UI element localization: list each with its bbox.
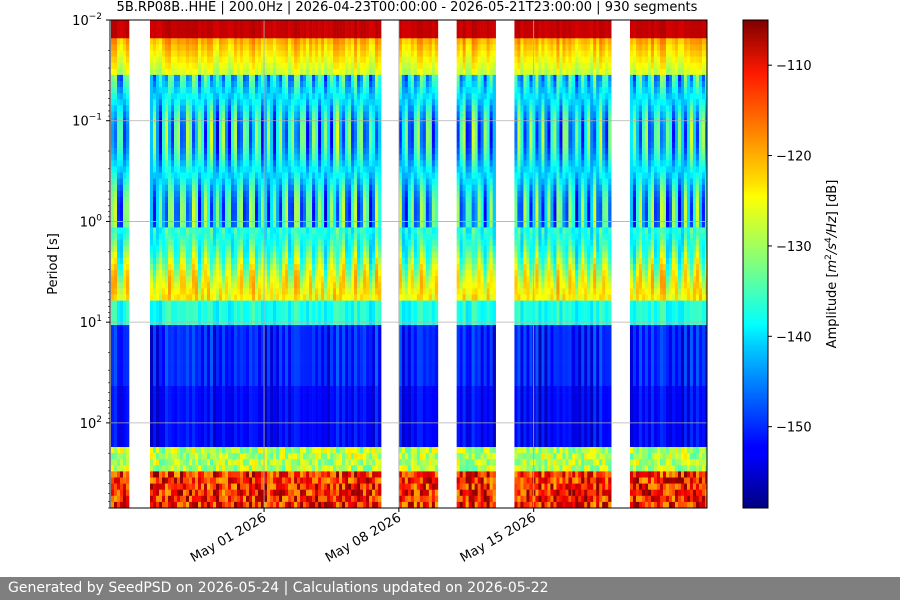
chart-title: 5B.RP08B..HHE | 200.0Hz | 2026-04-23T00:…	[117, 0, 698, 15]
psd-chart: 5B.RP08B..HHE | 200.0Hz | 2026-04-23T00:…	[46, 0, 840, 566]
colorbar-tick-label-1: −120	[776, 150, 812, 165]
data-segment-3	[398, 20, 439, 508]
data-segment-2	[264, 20, 382, 508]
x-tick-label-2: May 15 2026	[458, 510, 539, 565]
plot-frame	[109, 19, 708, 509]
plot-area	[111, 20, 707, 508]
x-axis-ticks: May 01 2026 May 08 2026 May 15 2026	[188, 508, 539, 566]
data-segment-0	[111, 20, 130, 508]
colorbar	[742, 19, 769, 509]
footer-text: Generated by SeedPSD on 2026-05-24 | Cal…	[8, 580, 549, 596]
y-tick-label-0: 10−2	[72, 12, 102, 29]
colorbar-tick-label-4: −150	[776, 421, 812, 436]
y-axis-label: Period [s]	[46, 233, 61, 295]
data-segment-6	[572, 20, 612, 508]
colorbar-tick-label-0: −110	[776, 59, 812, 74]
y-axis-ticks: 10−2 10−1 100 101 102	[72, 12, 110, 509]
data-segment-5	[514, 20, 575, 508]
colorbar-tick-label-2: −130	[776, 240, 812, 255]
y-tick-label-3: 101	[80, 314, 102, 331]
data-segment-1	[150, 20, 268, 508]
data-segment-7	[629, 20, 707, 508]
y-tick-label-4: 102	[80, 415, 102, 432]
colorbar-ticks: −110 −120 −130 −140 −150	[768, 59, 812, 436]
colorbar-tick-label-3: −140	[776, 330, 812, 345]
x-tick-label-1: May 08 2026	[323, 510, 404, 565]
x-tick-label-0: May 01 2026	[188, 510, 269, 565]
colorbar-label: Amplitude [m2/s4/Hz] [dB]	[824, 180, 840, 349]
data-segment-4	[456, 20, 496, 508]
footer-bar: Generated by SeedPSD on 2026-05-24 | Cal…	[0, 577, 900, 600]
y-tick-label-2: 100	[80, 213, 103, 230]
y-tick-label-1: 10−1	[72, 113, 102, 130]
